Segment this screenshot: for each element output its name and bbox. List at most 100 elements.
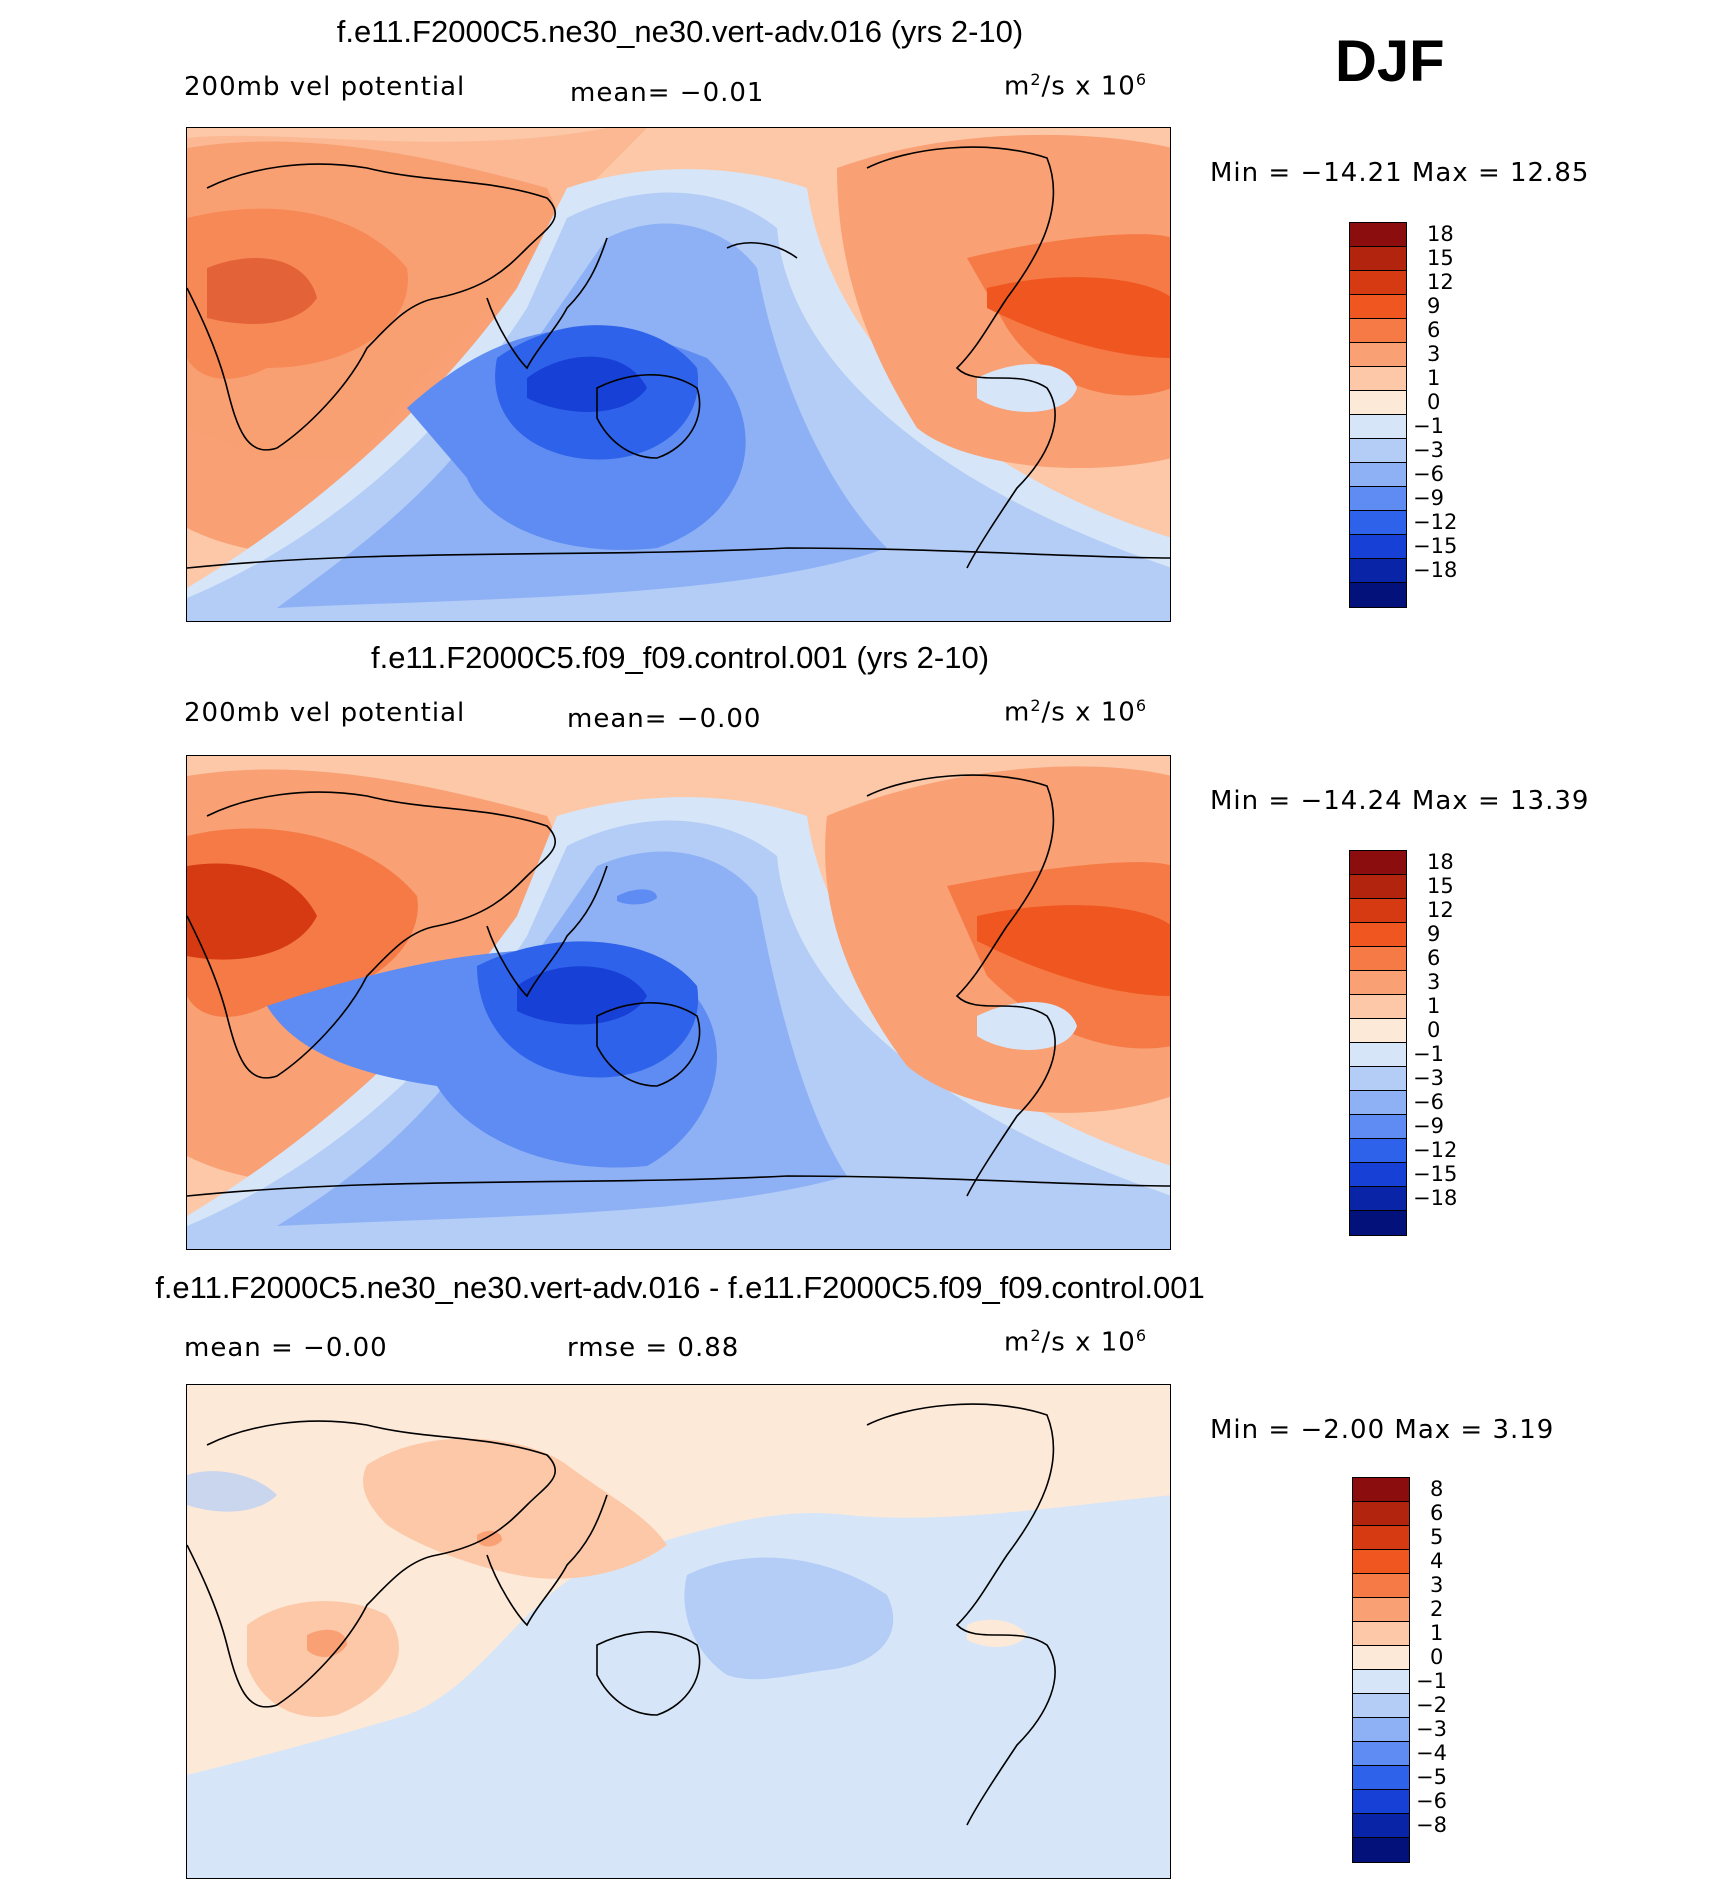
panel-3-colorbar-swatch	[1353, 1670, 1409, 1694]
panel-3-colorbar-swatch	[1353, 1742, 1409, 1766]
panel-2-colorbar-swatch	[1350, 1187, 1406, 1211]
panel-2-colorbar-swatch	[1350, 947, 1406, 971]
panel-1-coast-afro-eurasia	[187, 163, 556, 451]
panel-3-colorbar-tick-label: 6	[1430, 1501, 1444, 1525]
panel-3-colorbar-swatch	[1353, 1478, 1409, 1502]
panel-3-colorbar-swatch	[1353, 1766, 1409, 1790]
panel-1-colorbar-swatch	[1350, 343, 1406, 367]
panel-3-colorbar-tick-label: 5	[1430, 1525, 1444, 1549]
panel-3-map	[186, 1384, 1171, 1879]
panel-1-colorbar-swatch	[1350, 319, 1406, 343]
panel-1-colorbar-swatch	[1350, 463, 1406, 487]
panel-3-mean-label: mean = −0.00	[184, 1333, 388, 1363]
panel-2-colorbar-swatch	[1350, 1091, 1406, 1115]
panel-1-colorbar-swatch	[1350, 583, 1406, 607]
panel-1-colorbar-tick-label: −9	[1413, 486, 1444, 510]
panel-2-variable-label: 200mb vel potential	[184, 698, 466, 728]
panel-3-colorbar-swatch	[1353, 1574, 1409, 1598]
panel-1-colorbar-swatch	[1350, 295, 1406, 319]
panel-2-colorbar-tick-label: 15	[1427, 874, 1454, 898]
panel-1-coast-pacific	[726, 242, 798, 259]
panel-2-field-negative-center	[517, 966, 647, 1025]
panel-2-colorbar-swatch	[1350, 1043, 1406, 1067]
panel-3-coast-australia	[596, 1631, 701, 1716]
panel-1-colorbar-swatch	[1350, 511, 1406, 535]
panel-3-colorbar-tick-label: 0	[1430, 1645, 1444, 1669]
panel-1-colorbar-swatch	[1350, 487, 1406, 511]
panel-1-coast-australia	[596, 374, 701, 459]
panel-1-colorbar-swatch	[1350, 439, 1406, 463]
panel-2-colorbar-swatch	[1350, 1115, 1406, 1139]
panel-2-colorbar-tick-label: 3	[1427, 970, 1441, 994]
panel-3-field-asia-core	[477, 1530, 502, 1547]
panel-1-variable-label: 200mb vel potential	[184, 72, 466, 102]
panel-1-colorbar-tick-label: 9	[1427, 294, 1441, 318]
panel-2-coast-afro-eurasia	[187, 791, 556, 1079]
panel-1-field-africa-core	[207, 258, 317, 324]
panel-3-colorbar-swatch	[1353, 1550, 1409, 1574]
panel-2-colorbar-swatch	[1350, 875, 1406, 899]
panel-1-colorbar-tick-label: 0	[1427, 390, 1441, 414]
panel-1-colorbar-swatch	[1350, 247, 1406, 271]
panel-3-coast-americas	[866, 1403, 1056, 1826]
panel-2-colorbar-swatch	[1350, 899, 1406, 923]
panel-2-colorbar-tick-label: −3	[1413, 1066, 1444, 1090]
season-label: DJF	[1335, 29, 1445, 94]
panel-3-units: m2/s x 106	[1004, 1326, 1148, 1358]
panel-1-colorbar-tick-label: 1	[1427, 366, 1441, 390]
panel-2-colorbar-swatch	[1350, 971, 1406, 995]
panel-2-colorbar-tick-label: 0	[1427, 1018, 1441, 1042]
panel-2-colorbar-tick-label: −15	[1413, 1162, 1458, 1186]
panel-1-colorbar-swatch	[1350, 391, 1406, 415]
panel-3-colorbar-tick-label: 2	[1430, 1597, 1444, 1621]
panel-2-coastlines	[187, 774, 1170, 1197]
panel-2-coast-antarctica	[187, 1175, 1170, 1197]
panel-3-field-atlantic-negative	[187, 1471, 277, 1512]
panel-3-field-africa-positive	[247, 1601, 399, 1717]
panel-3-colorbar-tick-label: −8	[1416, 1813, 1447, 1837]
panel-1-colorbar-tick-label: −6	[1413, 462, 1444, 486]
panel-1-colorbar-swatch	[1350, 271, 1406, 295]
panel-1-colorbar-tick-label: −3	[1413, 438, 1444, 462]
panel-2-minmax: Min = −14.24 Max = 13.39	[1210, 786, 1590, 816]
panel-2-map	[186, 755, 1171, 1250]
panel-2-colorbar-tick-label: −18	[1413, 1186, 1458, 1210]
panel-3-colorbar-swatch	[1353, 1694, 1409, 1718]
panel-1-colorbar-tick-label: 6	[1427, 318, 1441, 342]
panel-2-field-pacific-patch	[617, 889, 657, 905]
panel-1-colorbar-tick-label: 18	[1427, 222, 1454, 246]
panel-1-colorbar-tick-label: 12	[1427, 270, 1454, 294]
panel-2-colorbar-swatch	[1350, 1211, 1406, 1235]
panel-2-colorbar-swatch	[1350, 1139, 1406, 1163]
panel-3-rmse-label: rmse = 0.88	[567, 1333, 740, 1363]
panel-3-minmax: Min = −2.00 Max = 3.19	[1210, 1415, 1555, 1445]
panel-3-colorbar-tick-label: 8	[1430, 1477, 1444, 1501]
panel-2-colorbar-swatch	[1350, 1067, 1406, 1091]
panel-1-coastlines	[187, 146, 1170, 569]
panel-1-colorbar	[1349, 222, 1407, 608]
panel-3-colorbar-swatch	[1353, 1598, 1409, 1622]
panel-2-colorbar	[1349, 850, 1407, 1236]
panel-3-colorbar-swatch	[1353, 1718, 1409, 1742]
panel-2-colorbar-tick-label: −9	[1413, 1114, 1444, 1138]
panel-3-colorbar-tick-label: 1	[1430, 1621, 1444, 1645]
panel-1-mean-label: mean= −0.01	[570, 78, 765, 108]
panel-1-colorbar-swatch	[1350, 559, 1406, 583]
panel-1-colorbar-tick-label: 15	[1427, 246, 1454, 270]
panel-3-colorbar-tick-label: 3	[1430, 1573, 1444, 1597]
panel-3-colorbar-tick-label: −2	[1416, 1693, 1447, 1717]
panel-2-colorbar-tick-label: 6	[1427, 946, 1441, 970]
panel-1-colorbar-tick-label: −12	[1413, 510, 1458, 534]
panel-1-colorbar-tick-label: −1	[1413, 414, 1444, 438]
panel-2-coast-australia	[596, 1002, 701, 1087]
panel-2-field-africa-core	[187, 863, 317, 960]
panel-1-minmax: Min = −14.21 Max = 12.85	[1210, 158, 1590, 188]
panel-1-colorbar-tick-label: −15	[1413, 534, 1458, 558]
panel-3-title: f.e11.F2000C5.ne30_ne30.vert-adv.016 - f…	[155, 1270, 1205, 1305]
panel-1-coast-antarctica	[187, 547, 1170, 569]
panel-2-colorbar-swatch	[1350, 995, 1406, 1019]
panel-2-colorbar-swatch	[1350, 923, 1406, 947]
panel-1-colorbar-tick-label: 3	[1427, 342, 1441, 366]
panel-3-colorbar-tick-label: −1	[1416, 1669, 1447, 1693]
panel-3-colorbar-swatch	[1353, 1502, 1409, 1526]
